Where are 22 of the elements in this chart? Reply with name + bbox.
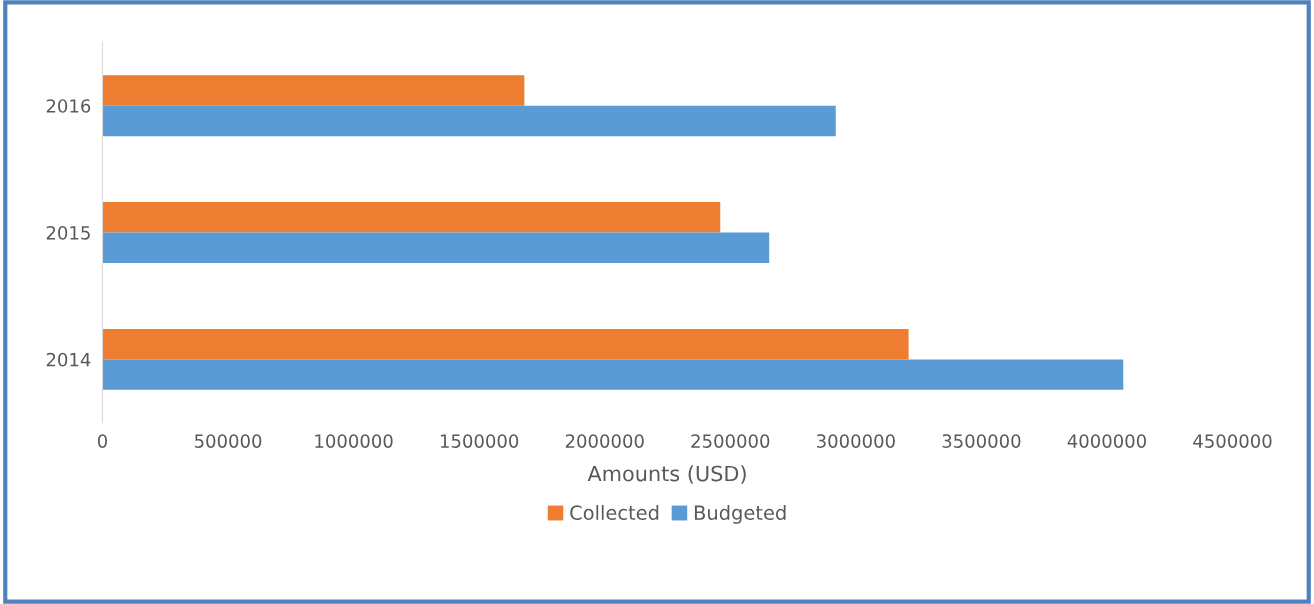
x-tick-label: 4000000	[1067, 434, 1146, 448]
y-tick-label: 2014	[46, 352, 91, 367]
x-tick-label: 3000000	[817, 434, 895, 448]
x-tick-label: 2500000	[691, 434, 770, 448]
y-tick-label: 2015	[46, 226, 90, 240]
x-tick-label: 1500000	[440, 434, 519, 448]
legend-label: Collected	[570, 504, 659, 521]
x-tick-label: 4500000	[1193, 434, 1272, 448]
x-tick-label: 1000000	[315, 434, 393, 448]
bar	[102, 328, 909, 360]
bar	[102, 359, 1124, 390]
bar	[102, 202, 721, 233]
y-tick-label: 2016	[46, 99, 91, 113]
x-tick-label: 2000000	[565, 434, 644, 448]
x-tick-label: 500000	[194, 434, 262, 448]
x-tick-label: 0	[97, 434, 108, 448]
bar	[102, 232, 770, 263]
bar	[102, 105, 836, 137]
x-tick-label: 3500000	[942, 434, 1021, 448]
x-axis-title: Amounts (USD)	[587, 465, 746, 484]
legend-label: Budgeted	[694, 504, 786, 524]
bar	[102, 75, 525, 106]
